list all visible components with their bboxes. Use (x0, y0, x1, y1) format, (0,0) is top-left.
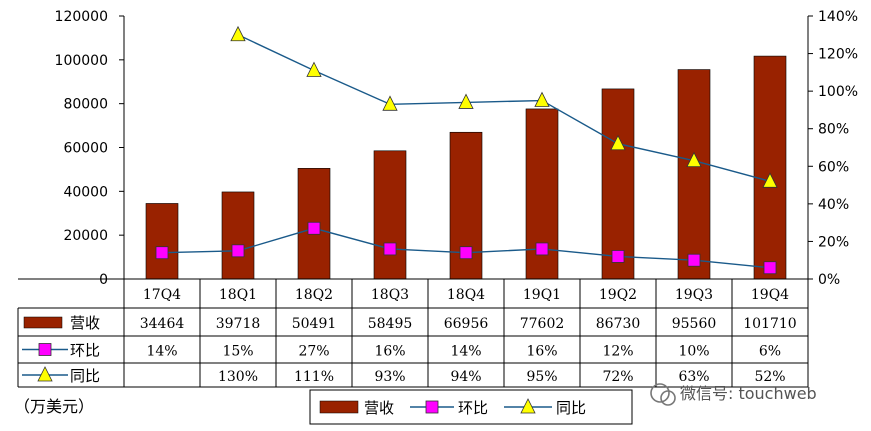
y-tick-label-right: 40% (818, 197, 849, 213)
marker-qoq (535, 242, 549, 256)
table-cell: 15% (222, 344, 253, 360)
marker-qoq (611, 250, 625, 263)
y-tick-label-left: 0 (99, 272, 108, 288)
y-tick-label-left: 80000 (63, 97, 108, 113)
legend-label-qoq: 环比 (458, 399, 488, 417)
y-tick-label-right: 140% (818, 9, 858, 25)
table-row-label: 同比 (70, 367, 100, 385)
marker-yoy (306, 61, 322, 77)
table-cell: 130% (218, 369, 258, 385)
legend-key-qoq-marker (425, 400, 439, 414)
x-tick-label: 19Q4 (751, 287, 789, 303)
marker-qoq (383, 242, 397, 256)
legend-key-yoy-marker (520, 398, 536, 414)
table-cell: 16% (526, 344, 557, 360)
plot-area: 0 20000 40000 60000 80000 100000 120000 0% 20% 40… (55, 9, 858, 288)
marker-yoy (382, 95, 398, 111)
marker-qoq (307, 221, 321, 235)
bar-revenue (373, 150, 407, 280)
marker-qoq (459, 246, 473, 260)
table-cell: 58495 (368, 316, 413, 332)
marker-yoy (610, 134, 626, 151)
table-cell: 27% (298, 344, 329, 360)
table-cell: 93% (374, 369, 405, 385)
bar-revenue (221, 191, 255, 280)
watermark: 微信号: touchweb (650, 383, 817, 406)
y-tick-label-left: 120000 (55, 9, 108, 25)
data-table: 17Q4 18Q1 18Q2 18Q3 18Q4 19Q1 19Q2 19Q3 19Q4 营收 34… (17, 278, 809, 388)
y-tick-label-left: 100000 (55, 53, 108, 69)
y-tick-label-left: 20000 (63, 228, 108, 244)
marker-qoq (231, 244, 245, 258)
table-cell: 10% (678, 344, 709, 360)
y-tick-label-right: 80% (818, 122, 849, 138)
table-key-qoq-marker (38, 343, 52, 356)
x-tick-label: 19Q2 (599, 287, 637, 303)
x-tick-label: 19Q3 (675, 287, 713, 303)
y-tick-label-right: 60% (818, 159, 849, 175)
marker-qoq (763, 261, 777, 275)
marker-yoy (458, 93, 474, 109)
table-cell: 95560 (672, 316, 717, 332)
table-cell: 52% (754, 369, 785, 385)
legend-box (309, 389, 633, 425)
table-key-yoy-marker (37, 366, 53, 382)
y-tick-label-right: 120% (818, 47, 858, 63)
table-row-label: 环比 (70, 342, 100, 360)
wechat-icon (650, 383, 670, 403)
legend-label-yoy: 同比 (556, 399, 586, 417)
table-cell: 12% (602, 344, 633, 360)
y-tick-label-right: 100% (818, 84, 858, 100)
bar-revenue (677, 69, 711, 280)
table-cell: 77602 (520, 316, 565, 332)
y-tick-label-left: 60000 (63, 141, 108, 157)
table-cell: 6% (759, 344, 781, 360)
table-cell: 50491 (292, 316, 337, 332)
legend-label-revenue: 营收 (364, 399, 394, 417)
marker-yoy (686, 151, 702, 168)
table-cell: 16% (374, 344, 405, 360)
y-tick-label-right: 0% (818, 272, 840, 288)
x-tick-label: 18Q2 (295, 287, 333, 303)
table-cell: 66956 (444, 316, 489, 332)
marker-yoy (230, 25, 246, 42)
table-cell: 39718 (216, 316, 261, 332)
table-cell: 101710 (743, 316, 796, 332)
x-tick-label: 19Q1 (523, 287, 561, 303)
table-cell: 14% (450, 344, 481, 360)
x-tick-label: 18Q1 (219, 287, 257, 303)
y-tick-label-right: 20% (818, 234, 849, 250)
x-tick-label: 18Q3 (371, 287, 409, 303)
bar-revenue (753, 55, 787, 280)
wechat-icon-bubble (660, 390, 676, 406)
legend-key-revenue (319, 400, 359, 414)
table-cell: 14% (146, 344, 177, 360)
table-cell: 111% (294, 369, 334, 385)
marker-yoy (534, 91, 550, 107)
y-tick-label-left: 40000 (63, 184, 108, 200)
table-cell: 72% (602, 369, 633, 385)
bar-revenue (601, 88, 635, 280)
table-cell: 86730 (596, 316, 641, 332)
table-cell: 94% (450, 369, 481, 385)
marker-yoy (762, 172, 778, 188)
watermark-text: 微信号: touchweb (680, 384, 817, 403)
table-cell: 34464 (140, 316, 185, 332)
unit-label: （万美元） (14, 397, 94, 416)
x-tick-label: 18Q4 (447, 287, 485, 303)
table-cell: 95% (526, 369, 557, 385)
line-yoy (237, 34, 771, 182)
marker-qoq (687, 253, 701, 267)
table-row-label: 营收 (70, 314, 100, 332)
marker-qoq (155, 246, 169, 260)
legend: 营收 环比 同比 (309, 389, 633, 425)
x-tick-label: 17Q4 (143, 287, 181, 303)
table-cell: 63% (678, 369, 709, 385)
bar-revenue (145, 203, 179, 280)
table-key-revenue (23, 316, 63, 329)
